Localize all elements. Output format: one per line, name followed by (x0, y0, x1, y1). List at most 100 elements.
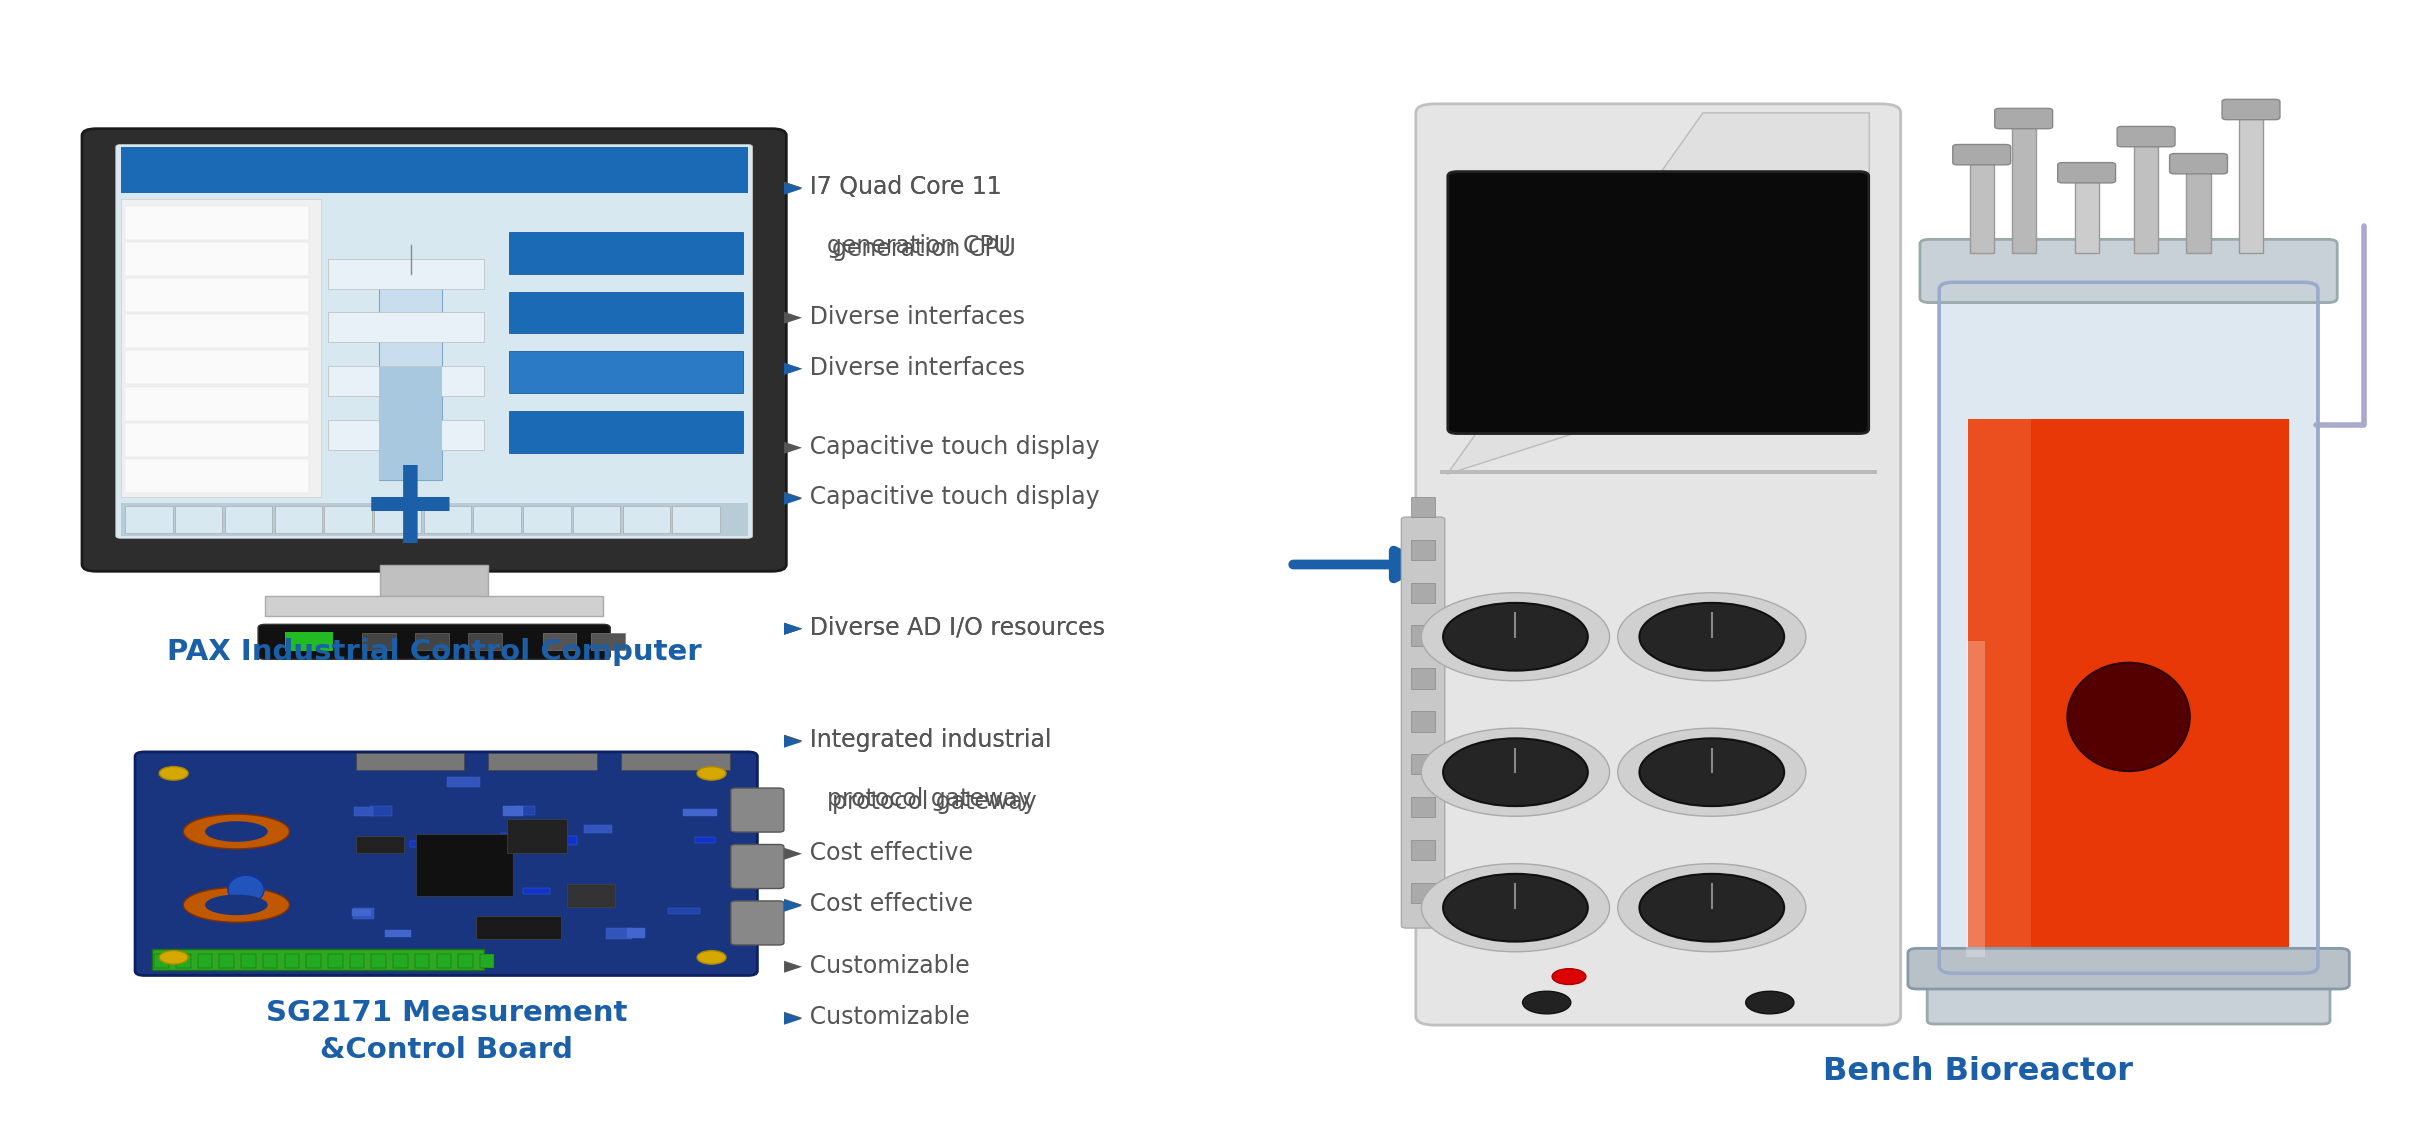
FancyBboxPatch shape (328, 313, 485, 342)
Text: ► Cost effective: ► Cost effective (784, 892, 972, 916)
FancyBboxPatch shape (258, 624, 610, 659)
FancyBboxPatch shape (2074, 181, 2098, 253)
FancyBboxPatch shape (446, 777, 480, 787)
FancyBboxPatch shape (502, 833, 516, 840)
FancyBboxPatch shape (116, 145, 753, 539)
FancyBboxPatch shape (1939, 282, 2318, 973)
FancyBboxPatch shape (125, 386, 309, 420)
FancyBboxPatch shape (731, 788, 784, 832)
FancyBboxPatch shape (1411, 883, 1435, 903)
FancyBboxPatch shape (487, 753, 598, 770)
FancyBboxPatch shape (567, 884, 615, 907)
Text: ►: ► (784, 615, 803, 639)
FancyBboxPatch shape (350, 954, 364, 968)
FancyBboxPatch shape (121, 147, 748, 193)
FancyBboxPatch shape (605, 928, 632, 939)
Text: ►: ► (784, 175, 803, 199)
FancyBboxPatch shape (328, 259, 485, 289)
FancyBboxPatch shape (591, 633, 625, 650)
Text: ►: ► (784, 356, 803, 379)
FancyBboxPatch shape (552, 835, 576, 846)
Ellipse shape (2067, 663, 2190, 771)
Circle shape (1442, 738, 1587, 806)
FancyBboxPatch shape (328, 366, 485, 396)
FancyBboxPatch shape (1908, 948, 2349, 989)
Text: ► Cost effective: ► Cost effective (784, 841, 972, 865)
Polygon shape (183, 887, 289, 922)
FancyBboxPatch shape (125, 314, 309, 348)
FancyBboxPatch shape (408, 758, 437, 770)
Circle shape (697, 767, 726, 780)
Circle shape (697, 951, 726, 964)
FancyBboxPatch shape (371, 954, 386, 968)
FancyBboxPatch shape (263, 954, 277, 968)
FancyBboxPatch shape (1416, 104, 1901, 1025)
Circle shape (1442, 603, 1587, 671)
Text: ► Diverse AD I/O resources: ► Diverse AD I/O resources (784, 615, 1105, 639)
FancyBboxPatch shape (1411, 797, 1435, 817)
FancyBboxPatch shape (357, 753, 463, 770)
FancyBboxPatch shape (82, 129, 786, 571)
FancyBboxPatch shape (219, 954, 234, 968)
FancyBboxPatch shape (478, 917, 562, 939)
FancyBboxPatch shape (2012, 126, 2036, 253)
FancyBboxPatch shape (468, 633, 502, 650)
FancyBboxPatch shape (198, 954, 212, 968)
Text: generation CPU: generation CPU (827, 234, 1011, 257)
FancyBboxPatch shape (2135, 145, 2159, 253)
Text: ► I7 Quad Core 11: ► I7 Quad Core 11 (784, 175, 1001, 199)
Text: ►: ► (784, 728, 803, 752)
Text: ► Capacitive touch display: ► Capacitive touch display (784, 485, 1100, 509)
FancyBboxPatch shape (673, 506, 719, 533)
Circle shape (1618, 593, 1807, 681)
FancyBboxPatch shape (176, 954, 191, 968)
FancyBboxPatch shape (695, 838, 714, 843)
FancyBboxPatch shape (1411, 583, 1435, 603)
FancyBboxPatch shape (425, 506, 470, 533)
FancyBboxPatch shape (125, 242, 309, 275)
FancyBboxPatch shape (125, 458, 309, 492)
FancyBboxPatch shape (2188, 172, 2212, 253)
FancyBboxPatch shape (328, 954, 343, 968)
FancyBboxPatch shape (135, 752, 757, 975)
FancyBboxPatch shape (1447, 172, 1869, 434)
Circle shape (159, 951, 188, 964)
Text: generation CPU: generation CPU (832, 237, 1015, 261)
Circle shape (1421, 593, 1609, 681)
FancyBboxPatch shape (731, 901, 784, 945)
FancyBboxPatch shape (1411, 754, 1435, 774)
Circle shape (159, 767, 188, 780)
FancyBboxPatch shape (1411, 711, 1435, 732)
FancyBboxPatch shape (224, 506, 273, 533)
FancyBboxPatch shape (668, 908, 699, 914)
FancyBboxPatch shape (1401, 517, 1445, 928)
FancyBboxPatch shape (1927, 977, 2330, 1024)
FancyBboxPatch shape (516, 806, 535, 815)
FancyBboxPatch shape (362, 633, 396, 650)
FancyBboxPatch shape (125, 422, 309, 456)
FancyBboxPatch shape (393, 954, 408, 968)
FancyBboxPatch shape (1411, 497, 1435, 517)
Circle shape (1551, 969, 1587, 984)
FancyBboxPatch shape (369, 806, 393, 816)
FancyBboxPatch shape (176, 506, 222, 533)
FancyBboxPatch shape (410, 841, 429, 847)
Circle shape (1421, 864, 1609, 952)
FancyBboxPatch shape (241, 954, 256, 968)
FancyBboxPatch shape (509, 411, 743, 453)
FancyBboxPatch shape (622, 753, 728, 770)
Polygon shape (183, 814, 289, 849)
Text: ►: ► (784, 1005, 803, 1029)
FancyBboxPatch shape (125, 350, 309, 384)
FancyBboxPatch shape (379, 273, 441, 480)
FancyBboxPatch shape (2171, 154, 2229, 174)
FancyBboxPatch shape (2238, 117, 2262, 253)
Circle shape (1421, 728, 1609, 816)
Text: ► Integrated industrial: ► Integrated industrial (784, 728, 1052, 752)
FancyBboxPatch shape (560, 764, 591, 770)
FancyBboxPatch shape (1971, 163, 1995, 253)
Text: ► I7 Quad Core 11: ► I7 Quad Core 11 (784, 175, 1001, 199)
Text: Bench Bioreactor: Bench Bioreactor (1823, 1056, 2132, 1086)
Text: ►: ► (784, 892, 803, 916)
Text: protocol gateway: protocol gateway (832, 790, 1037, 814)
